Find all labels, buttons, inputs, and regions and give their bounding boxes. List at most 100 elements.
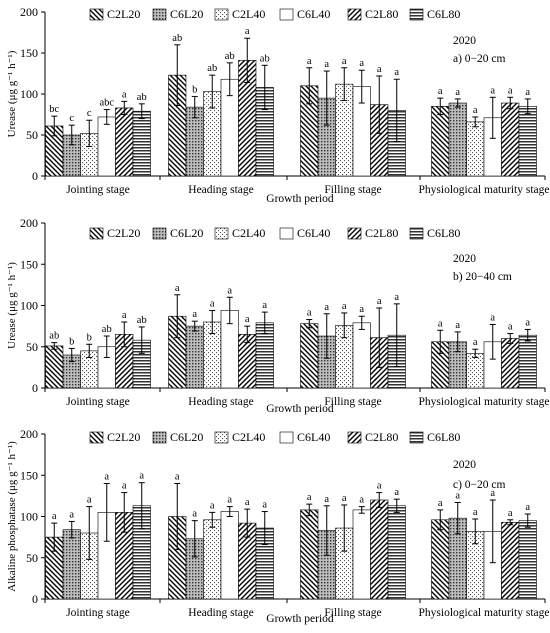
y-tick-label: 50 — [26, 128, 38, 142]
legend-label-C6L80: C6L80 — [427, 226, 460, 240]
legend-swatch-C2L40 — [214, 8, 229, 21]
y-tick-label: 150 — [20, 46, 38, 60]
legend-label-C2L80: C2L80 — [365, 430, 398, 444]
significance-letter: a — [227, 285, 232, 296]
significance-letter: a — [324, 494, 329, 505]
significance-letter: ab — [172, 33, 182, 44]
y-tick-label: 100 — [20, 510, 38, 524]
significance-letter: a — [455, 320, 460, 331]
legend-label-C2L20: C2L20 — [107, 430, 140, 444]
significance-letter: a — [508, 85, 513, 96]
year-annotation: 2020 — [453, 35, 476, 47]
y-tick-label: 150 — [20, 257, 38, 271]
legend-label-C2L80: C2L80 — [365, 7, 398, 21]
y-tick-label: 200 — [20, 216, 38, 230]
significance-letter: ab — [260, 53, 270, 64]
panel-label: b) 20−40 cm — [453, 271, 512, 283]
legend-swatch-C6L20 — [152, 227, 167, 240]
x-axis-label: Growth period — [266, 613, 334, 625]
significance-letter: a — [210, 500, 215, 511]
bar-C6L40-2 — [352, 509, 371, 600]
y-tick-label: 200 — [20, 427, 38, 441]
bar-C2L20-3 — [431, 519, 450, 600]
y-tick-label: 100 — [20, 299, 38, 313]
bar-C2L40-3 — [466, 353, 485, 389]
legend-swatch-C6L80 — [409, 431, 424, 444]
significance-letter: ab — [225, 51, 235, 62]
legend-label-C2L40: C2L40 — [232, 226, 265, 240]
significance-letter: a — [122, 481, 127, 492]
significance-letter: a — [87, 495, 92, 506]
significance-letter: a — [227, 495, 232, 506]
bar-C2L40-1 — [203, 519, 222, 600]
significance-letter: a — [359, 495, 364, 506]
significance-letter: a — [377, 296, 382, 307]
significance-letter: a — [490, 488, 495, 499]
significance-letter: bc — [49, 104, 59, 115]
significance-letter: a — [455, 87, 460, 98]
category-label: Physiological maturity stage — [419, 607, 550, 619]
significance-letter: a — [307, 492, 312, 503]
significance-letter: a — [122, 89, 127, 100]
legend-label-C6L80: C6L80 — [427, 430, 460, 444]
significance-letter: a — [307, 308, 312, 319]
legend-swatch-C6L20 — [152, 8, 167, 21]
panel-label: a) 0−20 cm — [453, 53, 506, 65]
legend-label-C2L80: C2L80 — [365, 226, 398, 240]
category-label: Physiological maturity stage — [419, 396, 550, 408]
category-label: Heading stage — [188, 396, 253, 408]
significance-letter: a — [245, 26, 250, 37]
legend-swatch-C2L40 — [214, 227, 229, 240]
bar-C2L20-0 — [45, 345, 64, 389]
y-tick-label: 0 — [32, 169, 38, 183]
legend-label-C6L40: C6L40 — [297, 226, 330, 240]
significance-letter: a — [473, 337, 478, 348]
y-tick-label: 0 — [32, 381, 38, 395]
legend-label-C6L20: C6L20 — [170, 430, 203, 444]
significance-letter: a — [324, 59, 329, 70]
bar-C2L20-3 — [431, 106, 450, 177]
significance-letter: a — [438, 498, 443, 509]
category-label: Filling stage — [324, 184, 381, 196]
significance-letter: a — [262, 300, 267, 311]
significance-letter: ab — [102, 324, 112, 335]
year-annotation: 2020 — [453, 459, 476, 471]
significance-letter: a — [139, 471, 144, 482]
category-label: Filling stage — [324, 607, 381, 619]
significance-letter: b — [87, 332, 92, 343]
y-tick-label: 200 — [20, 5, 38, 19]
year-annotation: 2020 — [453, 253, 476, 265]
legend-label-C6L40: C6L40 — [297, 7, 330, 21]
legend-label-C6L20: C6L20 — [170, 226, 203, 240]
legend-label-C2L20: C2L20 — [107, 226, 140, 240]
y-tick-label: 50 — [26, 340, 38, 354]
legend-label-C6L80: C6L80 — [427, 7, 460, 21]
legend-label-C6L20: C6L20 — [170, 7, 203, 21]
significance-letter: c — [69, 113, 74, 124]
bar-C6L80-3 — [518, 106, 537, 177]
bar-C6L20-0 — [62, 529, 81, 600]
significance-letter: a — [394, 487, 399, 498]
legend-label-C6L40: C6L40 — [297, 430, 330, 444]
bar-C2L40-3 — [466, 121, 485, 177]
bar-C6L80-3 — [518, 334, 537, 389]
significance-letter: a — [245, 314, 250, 325]
significance-letter: a — [508, 322, 513, 333]
significance-letter: a — [104, 472, 109, 483]
significance-letter: a — [455, 490, 460, 501]
significance-letter: a — [122, 310, 127, 321]
significance-letter: a — [359, 304, 364, 315]
legend-swatch-C6L80 — [409, 8, 424, 21]
category-label: Jointing stage — [66, 607, 130, 619]
category-label: Jointing stage — [66, 184, 130, 196]
significance-letter: a — [342, 493, 347, 504]
bar-C2L80-3 — [501, 521, 520, 600]
legend-label-C2L40: C2L40 — [232, 430, 265, 444]
y-axis-label: Urease (μg g⁻¹ h⁻¹) — [6, 262, 18, 349]
bar-C2L80-0 — [115, 107, 134, 177]
bar-C2L20-2 — [300, 509, 319, 600]
bar-C2L80-2 — [370, 499, 389, 600]
